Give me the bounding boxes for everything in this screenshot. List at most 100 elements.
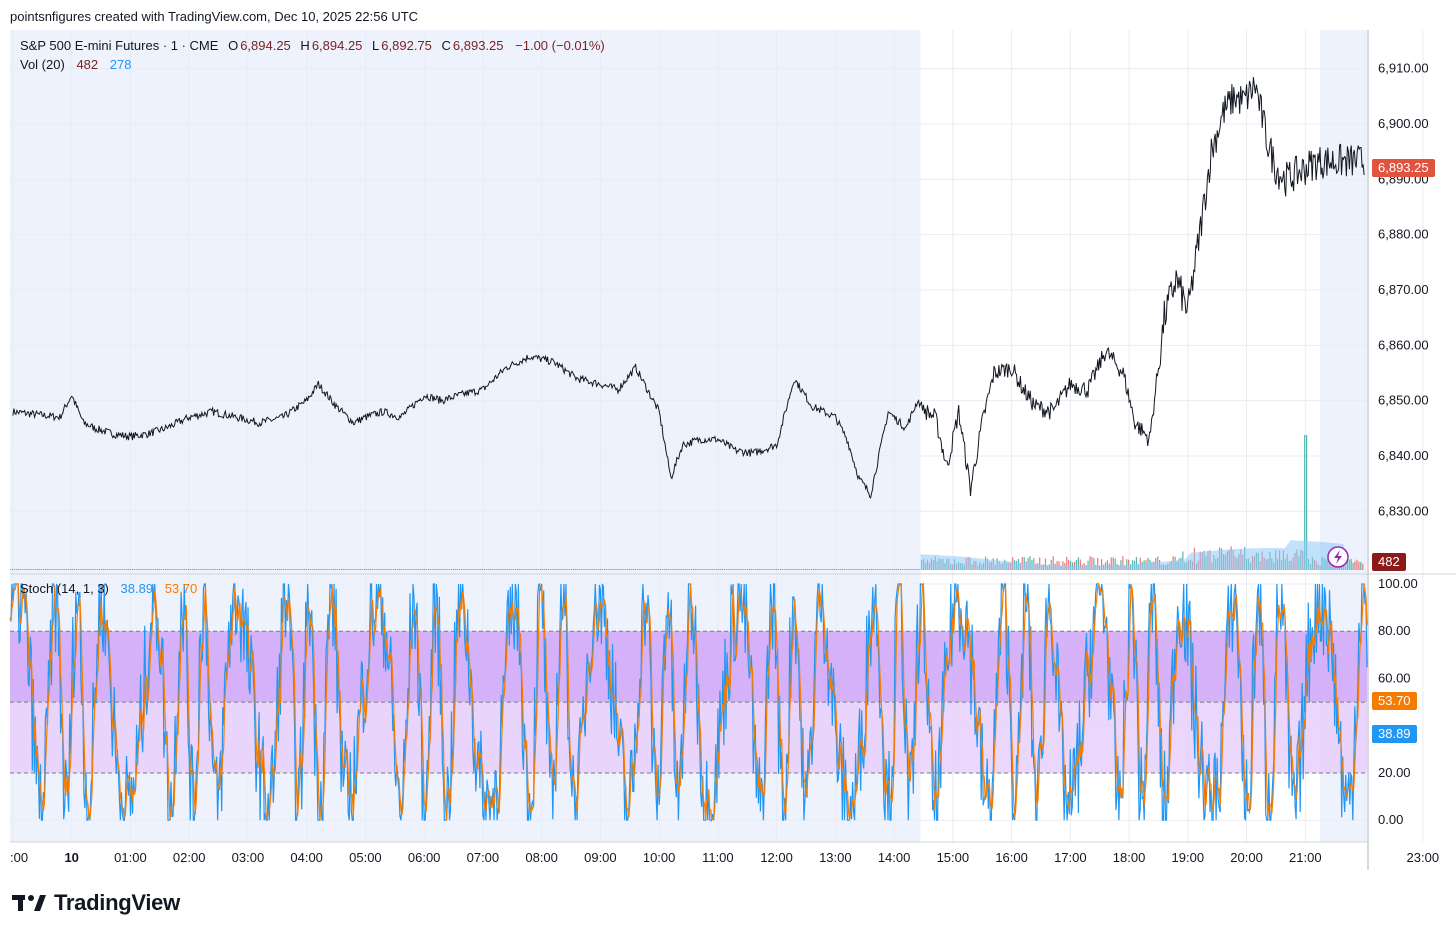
volume-bar bbox=[77, 569, 79, 570]
stoch-k-tag: 38.89 bbox=[1372, 725, 1417, 743]
volume-bar bbox=[393, 569, 395, 570]
volume-bar bbox=[1352, 562, 1354, 570]
time-axis-label: 15:00 bbox=[937, 850, 970, 865]
volume-bar bbox=[340, 569, 342, 570]
volume-bar bbox=[182, 569, 184, 570]
time-axis-label: 23:00 bbox=[1407, 850, 1440, 865]
volume-bar bbox=[56, 569, 58, 570]
volume-bar bbox=[375, 569, 377, 570]
volume-bar bbox=[776, 569, 778, 570]
price-axis-label: 6,900.00 bbox=[1378, 116, 1429, 131]
volume-bar bbox=[758, 569, 760, 570]
volume-bar bbox=[847, 569, 849, 570]
volume-bar bbox=[447, 569, 449, 570]
volume-bar bbox=[207, 569, 209, 570]
volume-bar bbox=[234, 569, 236, 570]
volume-bar bbox=[866, 569, 869, 570]
volume-bar bbox=[793, 569, 795, 570]
volume-bar bbox=[342, 569, 344, 570]
volume-bar bbox=[481, 569, 484, 570]
volume-bar bbox=[1356, 559, 1358, 570]
volume-bar bbox=[425, 569, 428, 570]
volume-bar bbox=[402, 569, 404, 570]
volume-bar bbox=[66, 569, 68, 570]
volume-bar bbox=[658, 569, 660, 570]
volume-bar bbox=[911, 569, 913, 570]
volume-bar bbox=[410, 569, 412, 570]
volume-bar bbox=[1087, 560, 1089, 570]
volume-bar bbox=[526, 569, 528, 570]
volume-bar bbox=[814, 569, 816, 570]
volume-bar bbox=[652, 569, 654, 570]
volume-bar bbox=[406, 569, 408, 570]
symbol-label[interactable]: S&P 500 E-mini Futures · 1 · CME bbox=[20, 38, 219, 53]
volume-bar bbox=[1052, 556, 1054, 570]
volume-bar bbox=[487, 569, 489, 570]
volume-bar bbox=[795, 569, 797, 570]
time-axis-label: 19:00 bbox=[1172, 850, 1205, 865]
volume-bar bbox=[404, 569, 406, 570]
last-price-tag: 6,893.25 bbox=[1372, 159, 1435, 177]
volume-ma-value: 278 bbox=[109, 57, 132, 72]
volume-bar bbox=[13, 569, 16, 570]
tradingview-logo-icon bbox=[12, 895, 46, 911]
volume-bar bbox=[162, 569, 165, 570]
volume-bar bbox=[1126, 559, 1128, 570]
volume-bar bbox=[385, 569, 387, 570]
volume-bar bbox=[389, 569, 391, 570]
stoch-label[interactable]: Stoch (14, 1, 3) bbox=[20, 581, 109, 596]
time-axis-label: 16:00 bbox=[995, 850, 1028, 865]
volume-bar bbox=[611, 569, 613, 570]
volume-bar bbox=[1110, 557, 1112, 570]
volume-bar bbox=[232, 569, 234, 570]
volume-bar bbox=[220, 569, 223, 570]
volume-bar bbox=[75, 569, 77, 570]
volume-bar bbox=[145, 569, 147, 570]
volume-bar bbox=[126, 569, 128, 570]
volume-bar bbox=[313, 569, 315, 570]
volume-bar bbox=[725, 569, 727, 570]
volume-bar bbox=[917, 569, 919, 570]
volume-bar bbox=[1304, 435, 1306, 570]
volume-bar bbox=[348, 569, 350, 570]
volume-bar bbox=[278, 569, 281, 570]
volume-bar bbox=[884, 569, 886, 570]
volume-bar bbox=[501, 569, 503, 570]
volume-bar bbox=[79, 569, 81, 570]
volume-bar bbox=[267, 569, 269, 570]
footer-brand[interactable]: TradingView bbox=[12, 890, 180, 916]
price-axis-label: 6,850.00 bbox=[1378, 393, 1429, 408]
volume-bar bbox=[696, 569, 698, 570]
volume-bar bbox=[352, 569, 354, 570]
volume-bar bbox=[685, 569, 687, 570]
volume-bar bbox=[781, 569, 784, 570]
volume-bar bbox=[333, 569, 335, 570]
stoch-k-value: 38.89 bbox=[120, 581, 154, 596]
volume-bar bbox=[627, 569, 629, 570]
volume-bar bbox=[1029, 556, 1031, 570]
volume-bar bbox=[909, 569, 911, 570]
volume-bar bbox=[170, 569, 172, 570]
volume-bar bbox=[541, 569, 544, 570]
volume-bar bbox=[178, 569, 180, 570]
volume-bar bbox=[777, 569, 780, 570]
flash-icon-wrap[interactable] bbox=[1327, 546, 1349, 568]
volume-bar bbox=[309, 569, 312, 570]
volume-bar bbox=[81, 569, 83, 570]
volume-bar bbox=[367, 569, 370, 570]
volume-bar bbox=[688, 569, 691, 570]
volume-bar bbox=[1044, 558, 1047, 570]
volume-bar bbox=[723, 569, 725, 570]
volume-bar bbox=[805, 569, 807, 570]
volume-bar bbox=[700, 569, 702, 570]
volume-bar bbox=[327, 569, 329, 570]
volume-bar bbox=[779, 569, 782, 570]
volume-bar bbox=[743, 569, 745, 570]
volume-bar bbox=[226, 569, 228, 570]
volume-bar bbox=[741, 569, 743, 570]
volume-bar bbox=[820, 569, 822, 570]
volume-label[interactable]: Vol (20) bbox=[20, 57, 65, 72]
volume-bar bbox=[445, 569, 447, 570]
volume-bar bbox=[555, 569, 557, 570]
